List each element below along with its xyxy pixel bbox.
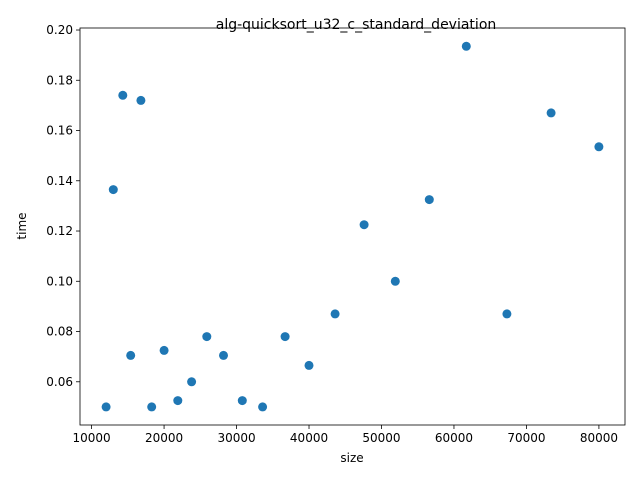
y-tick-label: 0.18	[46, 73, 73, 87]
data-point	[118, 90, 128, 100]
y-tick-label: 0.14	[46, 174, 73, 188]
data-point	[502, 309, 512, 319]
x-tick-label: 80000	[580, 431, 618, 445]
y-tick-label: 0.12	[46, 224, 73, 238]
data-point	[173, 396, 183, 406]
data-point	[219, 350, 228, 360]
data-point	[330, 309, 340, 319]
x-axis-ticks: 10000 20000 30000 40000 50000 60000 70000 80000	[73, 425, 618, 445]
x-tick-label: 70000	[507, 431, 545, 445]
data-point	[159, 345, 169, 355]
data-point	[108, 185, 118, 195]
y-tick-label: 0.20	[46, 23, 73, 37]
y-tick-label: 0.06	[46, 375, 73, 389]
data-point	[237, 396, 247, 406]
y-tick-label: 0.08	[46, 325, 73, 339]
y-tick-label: 0.16	[46, 124, 73, 138]
data-point	[202, 332, 212, 342]
x-axis-label: size	[340, 451, 363, 465]
x-tick-label: 10000	[73, 431, 111, 445]
y-axis-label: time	[15, 212, 29, 239]
x-tick-label: 40000	[290, 431, 328, 445]
x-tick-label: 60000	[435, 431, 473, 445]
data-point	[594, 142, 604, 152]
data-point	[126, 350, 136, 360]
data-points	[101, 41, 604, 412]
data-point	[280, 332, 290, 342]
data-point	[187, 377, 197, 387]
plot-area-frame	[79, 27, 626, 426]
x-tick-label: 30000	[217, 431, 255, 445]
data-point	[136, 95, 146, 105]
data-point	[304, 360, 314, 370]
x-tick-label: 20000	[145, 431, 183, 445]
data-point	[461, 41, 471, 51]
x-tick-label: 50000	[362, 431, 400, 445]
chart-title: alg-quicksort_u32_c_standard_deviation	[216, 17, 497, 33]
data-point	[258, 402, 268, 412]
data-point	[424, 195, 434, 205]
y-axis-ticks: 0.06 0.08 0.10 0.12 0.14 0.16 0.18 0.20	[46, 23, 80, 389]
data-point	[390, 276, 400, 286]
y-tick-label: 0.10	[46, 274, 73, 288]
data-point	[546, 108, 556, 118]
data-point	[359, 220, 369, 230]
data-point	[147, 402, 157, 412]
data-point	[101, 402, 111, 412]
